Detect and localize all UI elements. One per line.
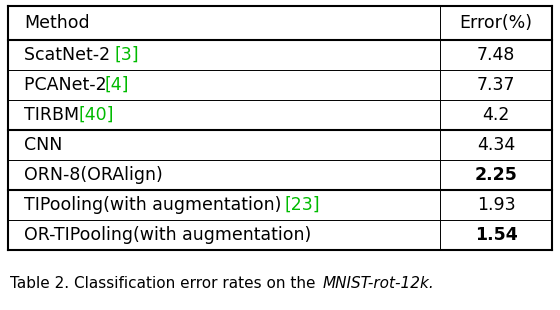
Text: Table 2. Classification error rates on the: Table 2. Classification error rates on t…: [10, 277, 320, 291]
Text: 7.37: 7.37: [477, 76, 516, 94]
Text: 7.48: 7.48: [477, 46, 515, 64]
Text: TIRBM: TIRBM: [24, 106, 85, 124]
Text: Error(%): Error(%): [460, 14, 533, 32]
Text: ScatNet-2: ScatNet-2: [24, 46, 115, 64]
Text: PCANet-2: PCANet-2: [24, 76, 112, 94]
Text: 1.93: 1.93: [477, 196, 516, 214]
Text: OR-TIPooling(with augmentation): OR-TIPooling(with augmentation): [24, 226, 311, 244]
Text: 4.2: 4.2: [483, 106, 510, 124]
Text: [40]: [40]: [78, 106, 114, 124]
Text: 4.34: 4.34: [477, 136, 515, 154]
Text: Method: Method: [24, 14, 90, 32]
Text: [4]: [4]: [105, 76, 129, 94]
Text: [23]: [23]: [285, 196, 321, 214]
Text: ORN-8(ORAlign): ORN-8(ORAlign): [24, 166, 163, 184]
Text: [3]: [3]: [114, 46, 139, 64]
Text: MNIST-rot-12k.: MNIST-rot-12k.: [322, 277, 434, 291]
Text: 1.54: 1.54: [475, 226, 517, 244]
Text: 2.25: 2.25: [475, 166, 517, 184]
Text: CNN: CNN: [24, 136, 62, 154]
Text: TIPooling(with augmentation): TIPooling(with augmentation): [24, 196, 287, 214]
